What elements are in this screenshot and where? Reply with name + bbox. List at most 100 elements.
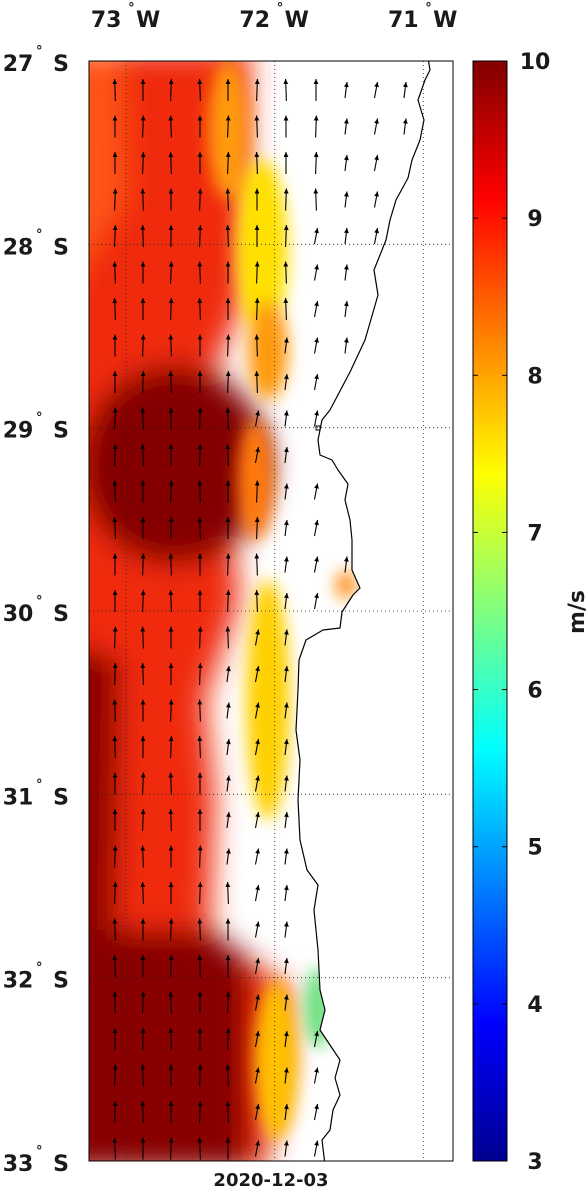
wind-arrow (140, 918, 146, 941)
wind-arrow (284, 337, 289, 354)
wind-arrow (284, 629, 289, 646)
wind-arrow (254, 957, 260, 975)
wind-arrow (112, 845, 118, 868)
longitude-hemisphere: W (433, 8, 457, 33)
wind-arrow (344, 118, 349, 135)
degree-symbol: ° (36, 411, 43, 426)
wind-arrow (197, 224, 203, 248)
wind-arrow (112, 115, 118, 138)
wind-arrow (313, 1103, 319, 1121)
colorbar-gradient (472, 60, 508, 1162)
wind-arrow (140, 699, 146, 722)
wind-arrow (283, 152, 289, 174)
wind-arrow (140, 79, 146, 101)
wind-arrow (197, 954, 203, 978)
wind-arrow (313, 410, 319, 427)
wind-arrow (112, 809, 118, 831)
wind-arrow (225, 334, 231, 357)
longitude-label: 73 (91, 8, 122, 33)
wind-arrow (140, 334, 146, 357)
wind-arrow (112, 407, 118, 430)
wind-arrow (226, 665, 231, 683)
wind-arrow (283, 261, 289, 284)
wind-arrow (168, 78, 174, 102)
wind-arrow (313, 373, 319, 391)
wind-arrow (225, 991, 231, 1014)
wind-arrow (225, 370, 231, 394)
wind-arrow (197, 443, 203, 467)
wind-arrow (168, 261, 174, 284)
wind-arrow (344, 191, 349, 208)
wind-arrow (226, 811, 231, 829)
wind-arrow (168, 553, 174, 576)
degree-symbol: ° (36, 777, 43, 792)
wind-arrow (112, 224, 118, 248)
wind-arrow (254, 446, 260, 464)
wind-arrow (197, 1064, 203, 1087)
wind-arrow (403, 81, 408, 99)
wind-arrow (284, 702, 289, 719)
wind-arrow (112, 991, 118, 1014)
wind-arrow (225, 1137, 231, 1160)
wind-arrow (225, 188, 231, 211)
degree-symbol: ° (36, 961, 43, 976)
latitude-label: 33 (3, 1152, 34, 1177)
degree-symbol: ° (36, 1144, 43, 1159)
wind-arrow (283, 188, 289, 211)
wind-arrow (168, 334, 174, 357)
wind-arrow (254, 1103, 260, 1121)
wind-arrow (168, 699, 174, 722)
colorbar: 3 4 5 6 7 8 9 10 m/s (472, 50, 588, 1175)
longitude-hemisphere: W (136, 8, 160, 33)
wind-arrow (197, 590, 203, 612)
colorbar-tick-label: 7 (527, 521, 542, 546)
colorbar-tick-label: 10 (520, 50, 551, 75)
wind-arrow (313, 556, 319, 573)
wind-arrow (313, 1140, 319, 1157)
wind-arrow (225, 955, 231, 977)
wind-arrow (112, 297, 118, 321)
land-mask (295, 61, 453, 1161)
wind-arrow (168, 1101, 174, 1123)
wind-arrow (140, 115, 146, 138)
wind-arrow (112, 553, 118, 576)
wind-arrow (284, 556, 289, 573)
wind-arrow (313, 79, 319, 101)
wind-arrow (284, 1140, 289, 1157)
colorbar-tick-label: 5 (527, 836, 542, 861)
latitude-label: 28 (3, 235, 34, 260)
wind-arrow (140, 188, 146, 211)
wind-arrow (254, 410, 260, 427)
wind-arrow (403, 118, 408, 135)
wind-arrow (254, 334, 260, 357)
wind-arrow (225, 1027, 231, 1051)
colorbar-ticks: 3 4 5 6 7 8 9 10 (473, 50, 550, 1175)
wind-arrow (254, 297, 260, 321)
latitude-hemisphere: S (53, 235, 69, 260)
wind-arrow (254, 921, 260, 938)
wind-arrow (254, 370, 260, 394)
longitude-label: 72 (239, 8, 270, 33)
wind-arrow (168, 1027, 174, 1051)
latitude-label: 27 (3, 52, 34, 77)
wind-arrow (313, 300, 319, 318)
wind-arrow (226, 702, 231, 719)
wind-arrow (225, 517, 231, 539)
wind-arrow (168, 444, 174, 466)
wind-arrow (197, 188, 203, 211)
wind-arrow (225, 626, 231, 649)
wind-arrow (254, 884, 260, 902)
wind-arrow (284, 811, 289, 829)
wind-arrow (197, 918, 203, 941)
wind-arrow (313, 519, 319, 537)
wind-arrow (168, 918, 174, 941)
wind-arrow (140, 443, 146, 467)
wind-arrow (197, 297, 203, 321)
map-gridlines (89, 61, 453, 1161)
wind-arrow (284, 519, 289, 537)
wind-arrow (168, 772, 174, 795)
wind-arrow (254, 78, 260, 102)
wind-arrow (313, 1030, 319, 1048)
wind-arrow (112, 516, 118, 540)
longitude-label: 71 (388, 8, 419, 33)
